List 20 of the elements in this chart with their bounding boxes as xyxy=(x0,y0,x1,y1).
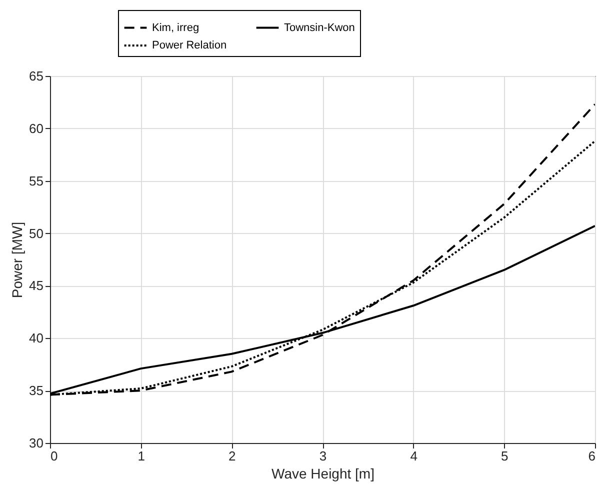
y-tick-label: 55 xyxy=(29,173,44,188)
x-tick-label: 3 xyxy=(319,448,327,464)
x-tick-label: 2 xyxy=(228,448,236,464)
y-tick-label: 45 xyxy=(29,278,44,294)
x-tick-label: 0 xyxy=(50,448,58,464)
y-tick-label: 60 xyxy=(29,120,44,136)
y-axis-title: Power [MW] xyxy=(9,222,26,298)
x-tick-label: 6 xyxy=(588,448,596,464)
y-tick-label: 30 xyxy=(29,436,44,450)
y-tick-label: 40 xyxy=(29,330,44,346)
x-tick-label: 1 xyxy=(138,448,145,464)
legend-label: Townsin-Kwon xyxy=(284,22,355,34)
x-tick-label: 5 xyxy=(501,448,508,464)
y-tick-label: 50 xyxy=(29,226,44,241)
legend-label: Kim, irreg xyxy=(152,22,200,34)
x-axis-title: Wave Height [m] xyxy=(272,466,374,482)
x-tick-label: 4 xyxy=(410,448,418,464)
y-tick-label: 35 xyxy=(29,383,44,398)
legend-label: Power Relation xyxy=(152,40,227,52)
y-tick-label: 65 xyxy=(29,68,44,84)
